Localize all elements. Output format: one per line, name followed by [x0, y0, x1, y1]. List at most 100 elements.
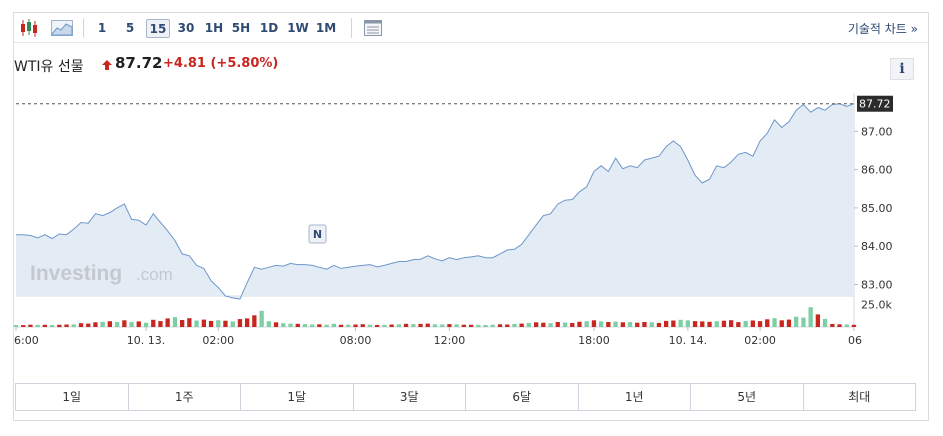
volume-bar [389, 324, 394, 327]
volume-bar [721, 320, 727, 327]
volume-bar [21, 325, 26, 327]
volume-bar [757, 321, 763, 327]
y-axis: 83.00 84.00 85.00 86.00 87.00 25.0k [854, 125, 893, 312]
volume-bar [122, 320, 127, 328]
volume-bar [844, 324, 849, 327]
volume-bar [678, 319, 683, 327]
volume-bar [534, 322, 539, 327]
volume-bar [476, 324, 481, 328]
timeframe-1d[interactable]: 1D [259, 21, 279, 35]
volume-bar [577, 321, 582, 327]
volume-bar [750, 320, 755, 327]
volume-bar [28, 324, 33, 327]
volume-bar [50, 325, 55, 327]
volume-bar [317, 324, 322, 327]
volume-bar [526, 322, 531, 327]
timeframe-1m[interactable]: 1M [315, 21, 337, 35]
volume-bar [490, 324, 495, 327]
x-tick-label: 06 [848, 334, 862, 347]
candlestick-chart-icon[interactable] [18, 17, 40, 39]
range-3m[interactable]: 3달 [354, 384, 466, 410]
y-tick-label: 85.00 [861, 202, 893, 215]
volume-bar [649, 322, 654, 327]
volume-bar [656, 322, 662, 327]
range-5y[interactable]: 5년 [691, 384, 804, 410]
volume-bar [353, 324, 358, 327]
y-tick-label: 83.00 [861, 279, 893, 292]
y-tick-label: 87.00 [861, 125, 893, 138]
volume-bar [259, 310, 264, 327]
volume-bar [295, 323, 300, 327]
volume-bar [584, 321, 589, 327]
volume-bar [172, 317, 178, 327]
volume-bar [541, 322, 546, 327]
volume-bar [367, 324, 373, 327]
x-tick-label: 6:00 [14, 334, 39, 347]
volume-bar [230, 321, 235, 327]
volume-bar [78, 323, 84, 327]
volume-bar [151, 319, 156, 327]
volume-bar [591, 320, 597, 327]
timeframe-15[interactable]: 15 [146, 19, 170, 38]
range-1y[interactable]: 1년 [579, 384, 691, 410]
volume-bar [310, 324, 315, 327]
volume-bar [801, 317, 806, 327]
price-line [16, 103, 855, 300]
volume-bar [729, 320, 734, 327]
toolbar-separator [83, 18, 84, 38]
watermark-suffix: .com [136, 265, 173, 284]
volume-bar [642, 322, 647, 327]
volume-bar [461, 324, 466, 327]
timeframe-5[interactable]: 5 [125, 21, 135, 35]
range-6m[interactable]: 6달 [466, 384, 579, 410]
last-price: 87.72 [115, 54, 163, 72]
range-1w[interactable]: 1주 [129, 384, 241, 410]
range-max[interactable]: 최대 [848, 390, 871, 404]
volume-bar [288, 323, 293, 327]
volume-bar [223, 320, 228, 327]
last-price-tag [857, 95, 893, 112]
volume-bar [562, 322, 568, 327]
timeframe-30[interactable]: 30 [177, 21, 195, 35]
volume-bar [360, 324, 365, 327]
watermark: Investing .com [30, 262, 173, 285]
volume-bar [201, 319, 206, 327]
volume-bar [606, 322, 611, 327]
volume-bar [302, 324, 308, 327]
volume-bar [216, 320, 221, 327]
volume-bar [627, 322, 633, 327]
table-view-icon[interactable] [362, 17, 384, 39]
volume-bar [635, 322, 640, 327]
x-tick-label: 08:00 [340, 334, 372, 347]
timeframe-1[interactable]: 1 [97, 21, 107, 35]
volume-bar [620, 322, 625, 327]
volume-bar [266, 321, 271, 327]
volume-bar [14, 325, 19, 327]
y-tick-label: 86.00 [861, 164, 893, 177]
volume-bar [483, 325, 488, 327]
range-selector: 1일 1주 1달 3달 6달 1년 5년 최대 [15, 383, 916, 411]
volume-bar [143, 322, 149, 327]
news-marker[interactable]: N [308, 224, 327, 244]
volume-bar [570, 323, 575, 327]
timeframe-5h[interactable]: 5H [231, 21, 251, 35]
volume-bar [454, 324, 459, 327]
info-button[interactable]: i [890, 58, 914, 80]
volume-bar [411, 324, 416, 327]
range-1m[interactable]: 1달 [241, 384, 354, 410]
volume-bar [418, 323, 423, 327]
technical-chart-link[interactable]: 기술적 차트 » [847, 22, 918, 36]
timeframe-1h[interactable]: 1H [204, 21, 224, 35]
volume-bar [338, 324, 344, 327]
range-1d[interactable]: 1일 [16, 384, 129, 410]
toolbar-separator [351, 18, 352, 38]
timeframe-1w[interactable]: 1W [287, 21, 309, 35]
volume-bar [57, 324, 62, 328]
volume-bar [375, 325, 380, 327]
volume-bar [765, 319, 770, 327]
volume-bar [786, 319, 792, 327]
volume-bar [136, 321, 141, 327]
volume-bar [512, 323, 517, 327]
area-chart-icon[interactable] [50, 17, 74, 39]
watermark-brand: Investing [30, 262, 122, 285]
